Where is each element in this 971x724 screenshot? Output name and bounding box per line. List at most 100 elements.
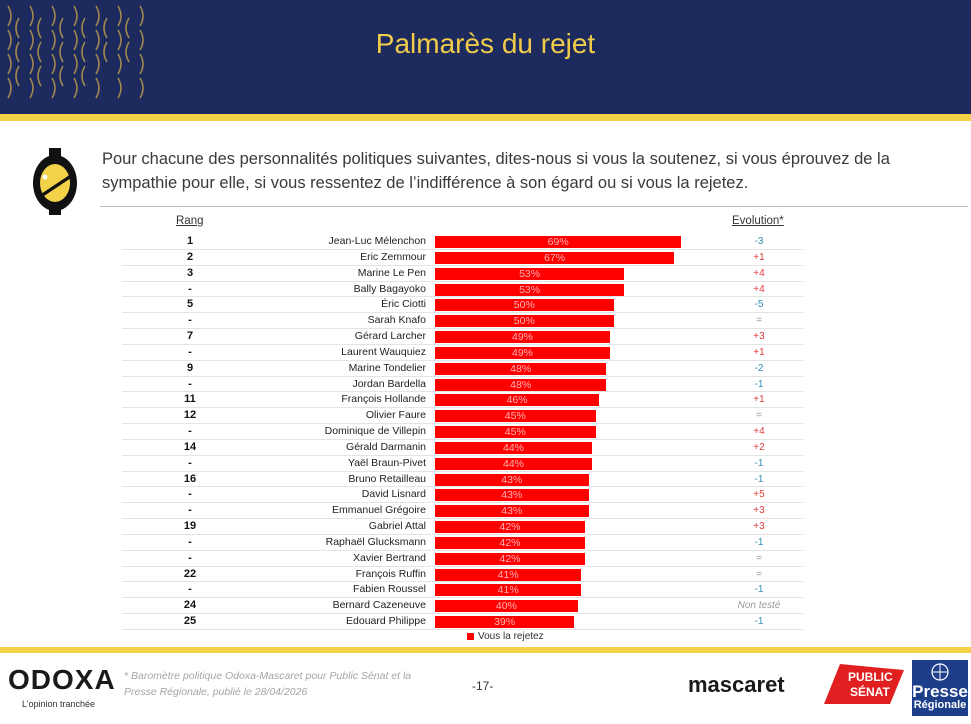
category-label: François Hollande <box>341 393 426 406</box>
bar <box>435 616 575 629</box>
bar-value-label: 49% <box>511 346 533 359</box>
category-label: Xavier Bertrand <box>353 551 426 564</box>
evolution-value: -5 <box>754 299 764 311</box>
row-gridline <box>122 264 803 266</box>
rank-label: - <box>188 425 192 438</box>
odoxa-logo: ODOXA <box>8 664 116 695</box>
bar-value-label: 43% <box>501 473 523 486</box>
row-gridline <box>122 454 803 456</box>
bar-value-label: 69% <box>547 236 569 248</box>
bar <box>435 378 607 391</box>
rank-label: - <box>188 456 192 469</box>
evolution-value: +3 <box>753 505 765 517</box>
bar <box>435 331 610 344</box>
public-senat-shape-icon <box>824 664 904 704</box>
bar <box>435 299 614 312</box>
public-senat-line1: PUBLIC <box>848 670 893 684</box>
category-label: Eric Zemmour <box>360 250 426 263</box>
chart-row: 5 Éric Ciotti 50% -5 <box>0 297 971 314</box>
row-gridline <box>122 343 803 345</box>
evolution-value: = <box>756 315 762 327</box>
evolution-value: +3 <box>753 521 765 533</box>
chart-row: 2 Eric Zemmour 67% +1 <box>0 250 971 266</box>
row-gridline <box>122 518 803 520</box>
header-divider <box>0 114 971 121</box>
bar <box>435 536 585 549</box>
category-label: Marine Tondelier <box>348 361 426 374</box>
chart-row: - Jordan Bardella 48% -1 <box>0 377 971 393</box>
category-label: Olivier Faure <box>365 409 426 422</box>
category-label: Gérard Larcher <box>354 330 426 343</box>
category-label: Edouard Philippe <box>346 615 426 628</box>
chart-row: 19 Gabriel Attal 42% +3 <box>0 519 971 535</box>
evolution-value: Non testé <box>737 600 781 612</box>
rank-label: 9 <box>186 361 194 374</box>
chart-row: 11 François Hollande 46% +1 <box>0 392 971 409</box>
bar-value-label: 40% <box>495 600 517 613</box>
evolution-value: = <box>756 552 762 564</box>
evolution-value: +3 <box>753 331 765 343</box>
chart-row: 7 Gérard Larcher 49% +3 <box>0 329 971 345</box>
row-gridline <box>122 407 803 409</box>
bar <box>435 236 682 248</box>
row-gridline <box>122 312 803 314</box>
rank-label: 22 <box>183 567 197 580</box>
bar-value-label: 44% <box>502 441 524 454</box>
rank-label: - <box>188 282 192 295</box>
category-label: Raphaël Glucksmann <box>325 535 426 548</box>
chart-row: 16 Bruno Retailleau 43% -1 <box>0 472 971 488</box>
row-gridline <box>122 502 803 504</box>
evolution-value: +2 <box>753 441 765 453</box>
category-label: Jean-Luc Mélenchon <box>328 235 426 247</box>
rank-label: - <box>188 314 192 327</box>
category-label: Laurent Wauquiez <box>341 345 426 358</box>
evolution-column-header: Evolution* <box>732 215 784 227</box>
rank-label: 16 <box>183 472 197 485</box>
decorative-pattern-icon <box>7 5 144 99</box>
category-label: Sarah Knafo <box>367 314 426 327</box>
evolution-value: +4 <box>753 267 765 279</box>
bar-value-label: 50% <box>513 299 535 312</box>
bar-value-label: 46% <box>506 394 528 407</box>
rank-label: 14 <box>183 440 197 453</box>
rejection-bar-chart: 1 Jean-Luc Mélenchon 69% -3 2 Eric Zemmour 67%… <box>0 234 971 634</box>
header-banner: Palmarès du rejet <box>0 0 971 114</box>
chart-row: - Fabien Roussel 41% -1 <box>0 582 971 599</box>
rank-label: 2 <box>186 250 194 263</box>
evolution-value: -1 <box>754 584 764 596</box>
bar-value-label: 43% <box>501 505 523 518</box>
bar <box>435 568 582 581</box>
chart-row: - Sarah Knafo 50% = <box>0 313 971 330</box>
divider <box>100 206 968 207</box>
bar-value-label: 45% <box>504 410 526 423</box>
odoxa-logo-icon <box>33 148 77 215</box>
rank-label: 3 <box>186 266 194 279</box>
bar-value-label: 50% <box>513 315 535 328</box>
evolution-value: +4 <box>753 283 765 295</box>
row-gridline <box>122 375 803 377</box>
chart-row: - Laurent Wauquiez 49% +1 <box>0 345 971 361</box>
category-label: Bally Bagayoko <box>353 282 426 295</box>
bar <box>435 394 600 407</box>
evolution-value: -3 <box>754 236 764 247</box>
presse-line2: Régionale <box>913 699 967 711</box>
page-title: Palmarès du rejet <box>375 28 596 59</box>
chart-row: - Raphaël Glucksmann 42% -1 <box>0 535 971 551</box>
chart-row: 1 Jean-Luc Mélenchon 69% -3 <box>0 234 971 250</box>
bar <box>435 489 589 502</box>
evolution-value: +1 <box>753 346 765 358</box>
rank-label: - <box>188 583 192 596</box>
bar <box>435 251 675 264</box>
row-gridline <box>122 549 803 551</box>
chart-row: - Xavier Bertrand 42% = <box>0 551 971 567</box>
row-gridline <box>122 628 803 630</box>
evolution-value: -1 <box>754 616 764 628</box>
chart-legend: Vous la rejetez <box>467 631 544 642</box>
evolution-value: +4 <box>753 426 765 438</box>
category-label: Bernard Cazeneuve <box>332 599 426 612</box>
row-gridline <box>122 613 803 615</box>
evolution-value: -1 <box>754 473 764 485</box>
chart-row: - Emmanuel Grégoire 43% +3 <box>0 503 971 520</box>
public-senat-logo: PUBLIC SÉNAT <box>820 660 906 706</box>
bar-value-label: 45% <box>504 426 526 439</box>
